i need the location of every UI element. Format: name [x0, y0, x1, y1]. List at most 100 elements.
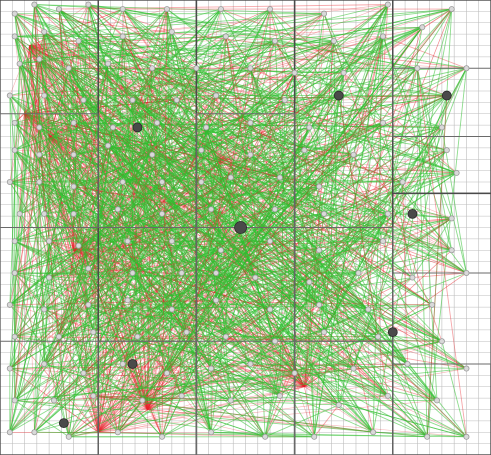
- graph-node: [379, 33, 386, 40]
- graph-edge: [14, 149, 374, 433]
- graph-edge: [14, 399, 266, 438]
- graph-edge: [107, 145, 374, 433]
- graph-edge: [161, 127, 310, 437]
- graph-node: [291, 370, 298, 377]
- graph-edge: [122, 181, 452, 219]
- graph-edge: [215, 8, 453, 274]
- graph-edge: [9, 154, 251, 369]
- graph-edge: [88, 4, 428, 438]
- graph-edge: [358, 149, 448, 274]
- graph-edge: [68, 68, 266, 438]
- graph-node: [267, 6, 274, 13]
- graph-edge: [14, 240, 89, 269]
- graph-node: [321, 329, 328, 336]
- graph-node: [404, 360, 411, 367]
- graph-node: [36, 56, 43, 63]
- graph-edge: [137, 336, 438, 401]
- graph-node: [463, 365, 470, 372]
- graph-edge: [88, 4, 285, 101]
- graph-edge: [132, 99, 467, 369]
- graph-edge: [9, 95, 84, 374]
- graph-node: [448, 215, 455, 222]
- graph-node: [70, 183, 77, 190]
- graph-edge: [34, 122, 384, 433]
- graph-node: [70, 210, 77, 217]
- graph-node: [276, 174, 283, 181]
- hub-node: [441, 90, 452, 101]
- graph-edge: [274, 40, 413, 278]
- graph-edge: [73, 213, 94, 333]
- graph-edge: [147, 309, 173, 410]
- graph-edge: [151, 68, 374, 433]
- graph-edge: [132, 99, 212, 433]
- graph-node: [321, 210, 328, 217]
- graph-edge: [29, 40, 79, 46]
- graph-edge: [210, 122, 251, 433]
- graph-edge: [250, 67, 447, 96]
- graph-edge: [166, 8, 251, 365]
- graph-edge: [205, 72, 295, 128]
- graph-node: [75, 37, 82, 44]
- graph-edge: [14, 36, 325, 333]
- graph-edge: [249, 68, 320, 251]
- graph-edge: [88, 4, 389, 397]
- graph-node: [124, 238, 131, 245]
- graph-edge: [142, 209, 276, 401]
- graph-edge: [220, 249, 443, 342]
- graph-edge: [318, 304, 325, 333]
- graph-node: [424, 433, 431, 440]
- graph-edge: [132, 99, 413, 278]
- graph-node: [463, 65, 470, 72]
- graph-edge: [48, 126, 443, 278]
- graph-edge: [117, 27, 423, 433]
- graph-edge: [14, 336, 295, 374]
- graph-edge: [117, 336, 138, 433]
- graph-edge: [9, 4, 35, 433]
- graph-node: [159, 210, 166, 217]
- graph-edge: [117, 8, 453, 433]
- graph-node: [227, 397, 234, 404]
- graph-edge: [215, 95, 467, 274]
- graph-edge: [43, 277, 50, 365]
- graph-node: [463, 433, 470, 440]
- graph-edge: [122, 126, 442, 183]
- graph-node: [271, 338, 278, 345]
- graph-node: [114, 429, 121, 436]
- graph-node: [350, 365, 357, 372]
- graph-edge: [58, 8, 281, 178]
- graph-node: [90, 329, 97, 336]
- graph-edge: [34, 4, 325, 15]
- graph-node: [370, 429, 377, 436]
- graph-edge: [9, 68, 70, 369]
- graph-edge: [107, 63, 217, 96]
- graph-node: [16, 210, 23, 217]
- graph-node: [222, 333, 229, 340]
- graph-node: [178, 269, 185, 276]
- graph-node: [51, 397, 58, 404]
- graph-edge: [14, 149, 281, 397]
- graph-edge: [112, 26, 423, 128]
- graph-edge: [264, 68, 467, 438]
- graph-edge: [107, 63, 251, 365]
- graph-edge: [9, 154, 251, 369]
- graph-edge: [9, 113, 25, 183]
- graph-node: [247, 119, 254, 126]
- graph-edge: [9, 95, 119, 433]
- graph-edge: [274, 218, 452, 342]
- graph-edge: [215, 95, 305, 151]
- graph-node: [208, 206, 215, 213]
- graph-edge: [73, 218, 452, 251]
- graph-edge: [117, 208, 354, 369]
- graph-hubs: [58, 90, 452, 429]
- graph-edge: [122, 8, 418, 69]
- graph-edge: [68, 395, 280, 438]
- graph-edge: [87, 304, 143, 401]
- graph-edge: [38, 154, 182, 274]
- graph-node: [16, 60, 23, 67]
- graph-edge: [19, 26, 423, 65]
- graph-edge: [14, 40, 335, 151]
- graph-edge: [14, 177, 231, 242]
- graph-node: [419, 24, 426, 31]
- graph-node: [316, 183, 323, 190]
- graph-edge: [43, 31, 173, 365]
